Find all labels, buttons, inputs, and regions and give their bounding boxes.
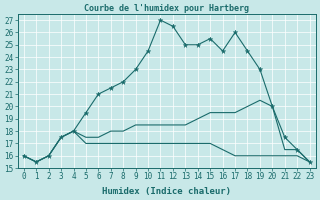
Title: Courbe de l'humidex pour Hartberg: Courbe de l'humidex pour Hartberg xyxy=(84,4,249,13)
X-axis label: Humidex (Indice chaleur): Humidex (Indice chaleur) xyxy=(102,187,231,196)
